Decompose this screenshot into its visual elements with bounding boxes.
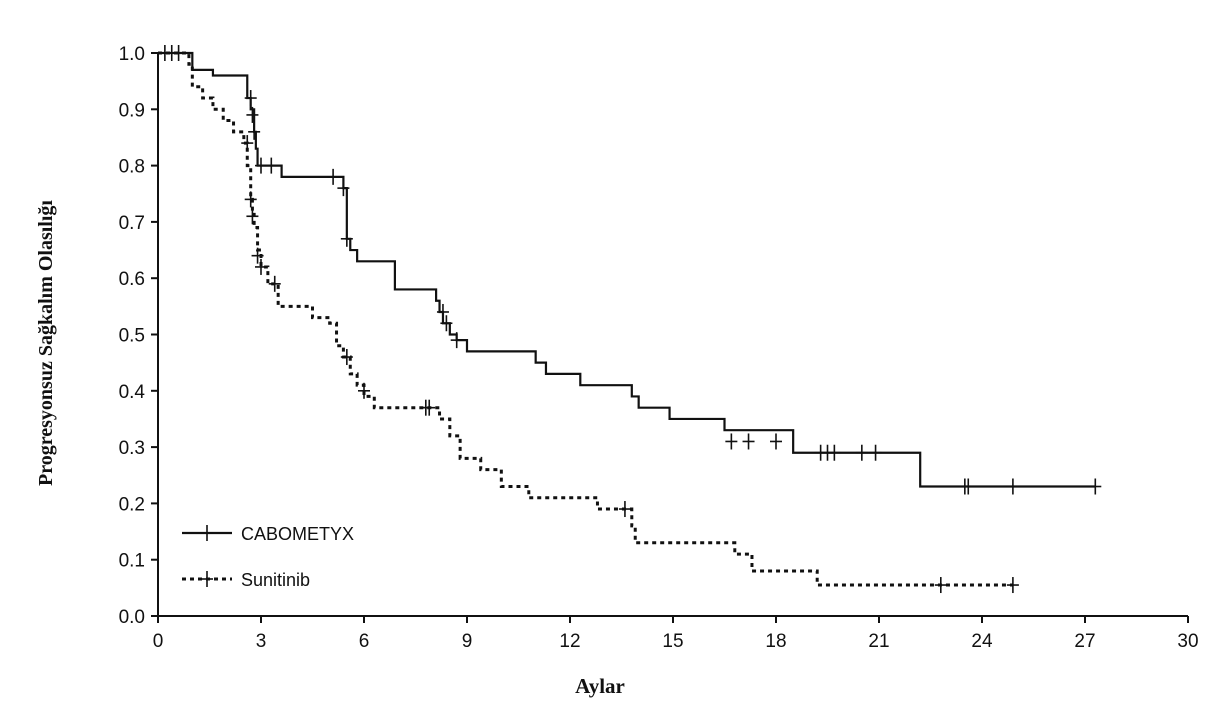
censor-mark (265, 157, 278, 174)
y-tick-label: 0.1 (119, 551, 145, 572)
censor-mark (618, 501, 631, 518)
x-ticks: 0 3 6 9 12 15 18 21 24 27 30 (153, 616, 1199, 652)
censor-mark (255, 157, 267, 174)
y-tick-label: 0.5 (119, 326, 145, 347)
series-cabometyx (158, 45, 1102, 495)
legend: CABOMETYX Sunitinib (182, 524, 354, 590)
x-tick-label: 6 (359, 631, 370, 652)
censor-mark (241, 135, 254, 152)
legend-item-cabometyx: CABOMETYX (182, 524, 354, 544)
censor-mark (450, 332, 463, 349)
y-ticks: 0.0 0.1 0.2 0.3 0.4 0.5 0.6 0.7 0.8 0.9 1.0 (119, 44, 158, 628)
censor-mark (268, 275, 281, 292)
censor-mark (436, 303, 449, 320)
y-axis: 0.0 0.1 0.2 0.3 0.4 0.5 0.6 0.7 0.8 0.9 1.0 (119, 44, 159, 628)
censor-mark (255, 258, 267, 275)
legend-item-sunitinib: Sunitinib (182, 570, 310, 590)
x-axis-title: Aylar (575, 674, 625, 698)
x-tick-label: 21 (868, 631, 889, 652)
x-tick-label: 18 (765, 631, 786, 652)
x-axis: 0 3 6 9 12 15 18 21 24 27 30 (153, 615, 1199, 652)
x-tick-label: 0 (153, 631, 164, 652)
censor-mark (934, 577, 947, 594)
y-tick-label: 0.6 (119, 269, 145, 290)
survival-curve-cabometyx (158, 51, 1096, 488)
censor-mark (869, 444, 882, 461)
x-tick-label: 3 (256, 631, 267, 652)
y-axis-title: Progresyonsuz Sağkalım Olasılığı (35, 200, 57, 486)
legend-label-cabometyx: CABOMETYX (241, 524, 354, 544)
x-tick-label: 30 (1177, 631, 1198, 652)
censor-mark (742, 433, 755, 450)
x-tick-label: 15 (662, 631, 683, 652)
censor-mark (440, 315, 453, 332)
y-tick-label: 0.3 (119, 438, 145, 459)
censor-mark (165, 45, 178, 61)
censor-mark (855, 444, 868, 461)
censor-mark (327, 168, 340, 185)
censor-mark (244, 191, 257, 208)
legend-marker-sunitinib (201, 571, 213, 587)
censor-mark (246, 106, 259, 123)
x-tick-label: 9 (462, 631, 473, 652)
x-tick-label: 12 (559, 631, 580, 652)
censor-mark (725, 433, 738, 450)
censor-mark (248, 123, 261, 140)
series-layer (158, 45, 1102, 594)
y-tick-label: 0.7 (119, 213, 145, 234)
censor-mark (1006, 478, 1019, 495)
censor-mark (1006, 577, 1019, 594)
x-tick-label: 24 (971, 631, 993, 652)
censor-mark (246, 208, 259, 225)
censor-mark (770, 433, 782, 450)
survival-curve-sunitinib (158, 51, 1013, 587)
y-tick-label: 0.9 (119, 100, 145, 121)
x-tick-label: 27 (1074, 631, 1095, 652)
y-tick-label: 0.8 (119, 157, 145, 178)
censor-mark (340, 230, 353, 247)
censor-mark (1089, 478, 1102, 495)
legend-label-sunitinib: Sunitinib (241, 570, 310, 590)
censor-mark (962, 478, 975, 495)
censor-mark (358, 382, 370, 399)
y-tick-label: 1.0 (119, 44, 145, 65)
y-tick-label: 0.2 (119, 494, 145, 515)
legend-marker-cabometyx (201, 525, 213, 541)
censor-mark (337, 180, 350, 197)
y-tick-label: 0.4 (119, 382, 146, 403)
censor-mark (244, 90, 257, 107)
censor-mark (340, 349, 353, 366)
censor-mark (423, 399, 436, 416)
series-sunitinib (158, 45, 1019, 594)
censor-mark (251, 247, 264, 264)
censor-mark (828, 444, 841, 461)
y-tick-label: 0.0 (119, 607, 145, 628)
